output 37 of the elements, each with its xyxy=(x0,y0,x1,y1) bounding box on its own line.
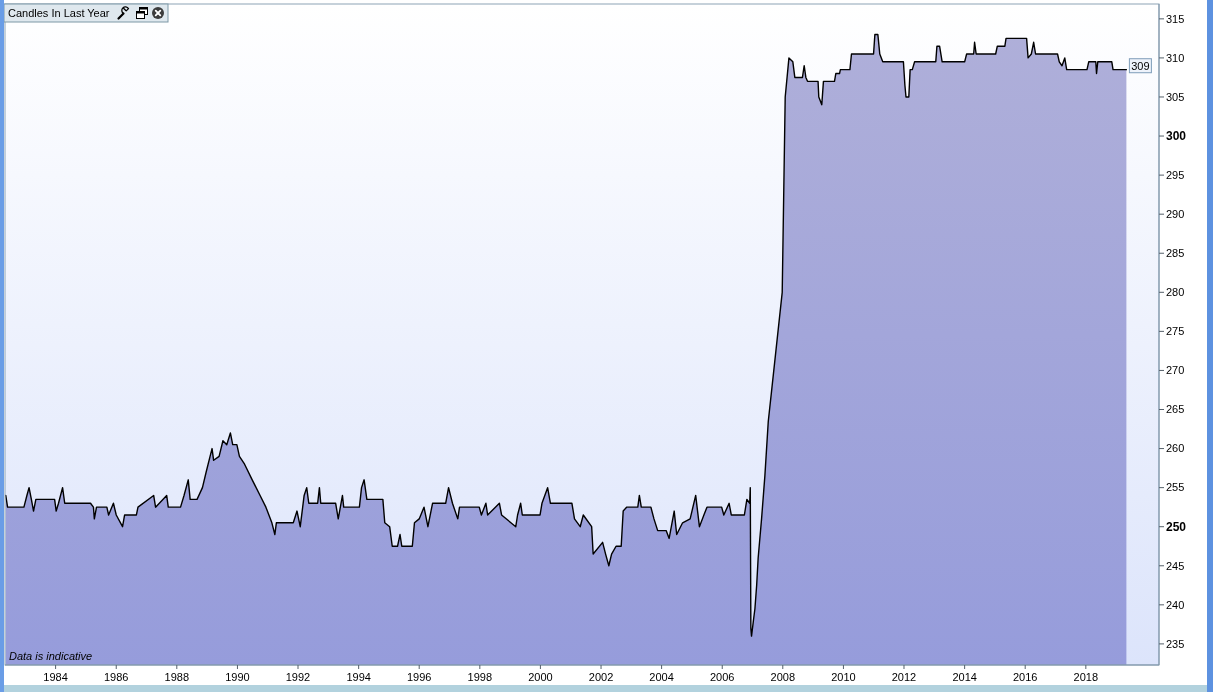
x-tick-label: 1986 xyxy=(104,671,129,683)
x-tick-label: 1990 xyxy=(225,671,250,683)
x-tick-label: 2002 xyxy=(588,671,614,683)
x-tick-label: 2004 xyxy=(649,671,674,683)
x-tick-label: 2010 xyxy=(831,671,856,683)
y-tick-label: 315 xyxy=(1166,12,1185,25)
x-tick-label: 2000 xyxy=(528,671,553,683)
x-tick-label: 2006 xyxy=(709,671,735,683)
y-tick-label: 300 xyxy=(1166,129,1187,144)
x-tick-label: 2016 xyxy=(1012,671,1038,683)
y-tick-label: 305 xyxy=(1166,90,1185,103)
x-tick-label: 1994 xyxy=(346,671,371,683)
y-tick-label: 260 xyxy=(1166,442,1185,455)
annotation: Data is indicative xyxy=(9,650,93,662)
y-tick-label: 285 xyxy=(1166,247,1185,260)
y-tick-label: 265 xyxy=(1166,403,1185,416)
y-tick-label: 275 xyxy=(1166,325,1185,338)
x-tick-label: 2008 xyxy=(770,671,796,683)
x-tick-label: 1998 xyxy=(467,671,493,683)
x-tick-label: 1984 xyxy=(43,671,68,683)
y-tick-label: 290 xyxy=(1166,208,1185,221)
y-tick-label: 250 xyxy=(1166,519,1187,534)
y-tick-label: 235 xyxy=(1166,637,1185,650)
y-tick-label: 270 xyxy=(1166,364,1185,377)
y-tick-label: 280 xyxy=(1166,286,1185,299)
y-tick-label: 255 xyxy=(1166,481,1185,494)
x-tick-label: 1996 xyxy=(406,671,432,683)
y-tick-label: 295 xyxy=(1166,168,1185,181)
chart-title: Candles In Last Year xyxy=(8,7,110,19)
x-tick-label: 2014 xyxy=(952,671,977,683)
y-tick-label: 310 xyxy=(1166,51,1185,64)
x-tick-label: 2012 xyxy=(891,671,917,683)
y-tick-label: 245 xyxy=(1166,559,1185,572)
y-tick-label: 240 xyxy=(1166,598,1185,611)
x-tick-label: 1992 xyxy=(285,671,311,683)
x-tick-label: 2018 xyxy=(1073,671,1099,683)
x-tick-label: 1988 xyxy=(164,671,190,683)
